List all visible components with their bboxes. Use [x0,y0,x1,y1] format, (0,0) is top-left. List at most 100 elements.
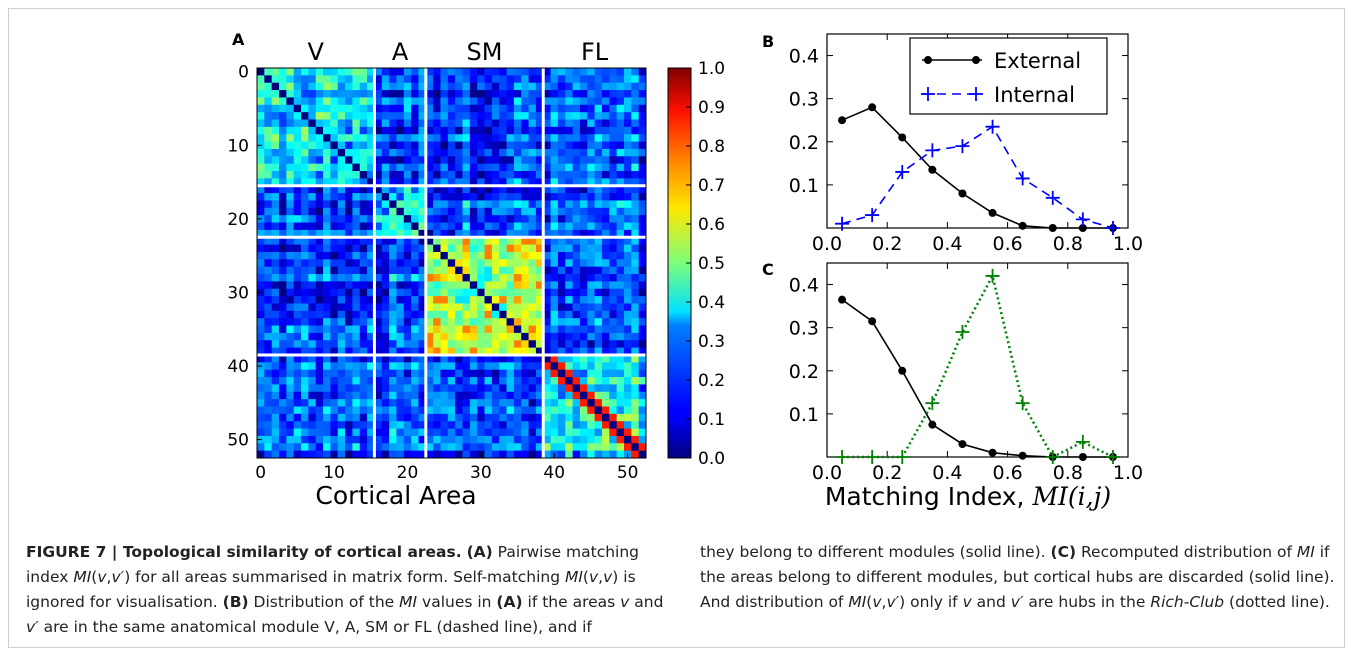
heatmap-cell [513,384,522,393]
heatmap-cell [411,310,419,319]
heatmap-cell [506,163,515,172]
heatmap-cell [513,75,522,84]
heatmap-cell [579,310,588,319]
heatmap-cell [623,237,632,246]
heatmap-cell [528,354,537,363]
heatmap-cell [499,178,507,187]
x-tick-label: 20 [397,463,419,483]
heatmap-cell [447,362,456,371]
heatmap-cell [491,406,500,415]
heatmap-cell [484,435,493,444]
heatmap-cell [301,178,309,187]
heatmap-cell [271,104,280,113]
heatmap-cell [535,178,544,187]
heatmap-cell [477,435,485,444]
heatmap-cell [455,244,463,253]
legend-label: Internal [994,83,1075,107]
heatmap-cell [528,112,537,120]
heatmap-cell [477,148,485,157]
heatmap-cell [345,193,353,201]
heatmap-cell [440,399,449,407]
heatmap-cell [381,104,390,113]
heatmap-cell [411,332,419,341]
heatmap-cell [359,435,368,444]
heatmap-cell [418,266,427,275]
heatmap-cell [359,296,368,304]
heatmap-cell [352,259,361,268]
data-point [925,143,940,158]
heatmap-cell [499,141,507,150]
heatmap-cell [506,266,515,275]
heatmap-cell [565,229,573,238]
heatmap-cell [638,163,647,172]
data-point [958,440,967,449]
heatmap-cell [301,90,309,98]
heatmap-cell [433,296,441,304]
heatmap-cell [396,178,405,187]
heatmap-cell [367,421,375,429]
heatmap-cell [374,347,383,356]
heatmap-cell [330,332,339,341]
heatmap-cell [469,171,478,179]
heatmap-cell [455,119,463,128]
heatmap-cell [535,384,544,393]
heatmap-cell [623,288,632,297]
heatmap-cell [315,384,324,393]
heatmap-cell [323,399,331,407]
heatmap-cell [550,126,559,135]
heatmap-cell [484,318,493,326]
heatmap-cell [352,251,361,260]
data-point [1018,221,1027,230]
heatmap-cell [433,354,441,363]
heatmap-cell [477,97,485,106]
heatmap-cell [601,288,610,297]
heatmap-cell [433,435,441,444]
heatmap-cell [506,281,515,290]
heatmap-cell [293,377,302,385]
heatmap-cell [271,112,280,120]
heatmap-cell [411,229,419,238]
heatmap-cell [425,377,434,385]
heatmap-cell [293,82,302,91]
heatmap-cell [433,141,441,150]
heatmap-cell [462,68,471,76]
heatmap-cell [557,171,566,179]
heatmap-cell [367,354,375,363]
heatmap-cell [609,97,618,106]
heatmap-cell [631,200,640,209]
heatmap-cell [609,362,618,371]
heatmap-cell [616,406,625,415]
heatmap-cell [455,112,463,120]
heatmap-cell [301,215,309,223]
heatmap-cell [411,82,419,91]
heatmap-cell [579,193,588,201]
heatmap-cell [484,450,493,459]
heatmap-cell [323,90,331,98]
heatmap-cell [389,281,397,290]
heatmap-cell [403,369,412,378]
heatmap-cell [535,171,544,179]
heatmap-cell [455,251,463,260]
heatmap-cell [286,391,295,400]
heatmap-cell [279,340,287,349]
heatmap-cell [293,171,302,179]
heatmap-cell [279,148,287,157]
colorbar-tick-label: 0.8 [698,137,725,157]
heatmap-cell [403,171,412,179]
heatmap-cell [521,377,529,385]
heatmap-cell [425,310,434,319]
heatmap-cell [433,237,441,246]
heatmap-cell [557,399,566,407]
heatmap-cell [271,222,280,231]
heatmap-cell [271,413,280,422]
heatmap-cell [359,90,368,98]
heatmap-cell [601,237,610,246]
heatmap-cell [425,112,434,120]
heatmap-cell [293,193,302,201]
heatmap-cell [359,178,368,187]
heatmap-cell [506,274,515,282]
heatmap-cell [631,399,640,407]
heatmap-cell [557,104,566,113]
heatmap-cell [521,134,529,142]
heatmap-cell [528,237,537,246]
